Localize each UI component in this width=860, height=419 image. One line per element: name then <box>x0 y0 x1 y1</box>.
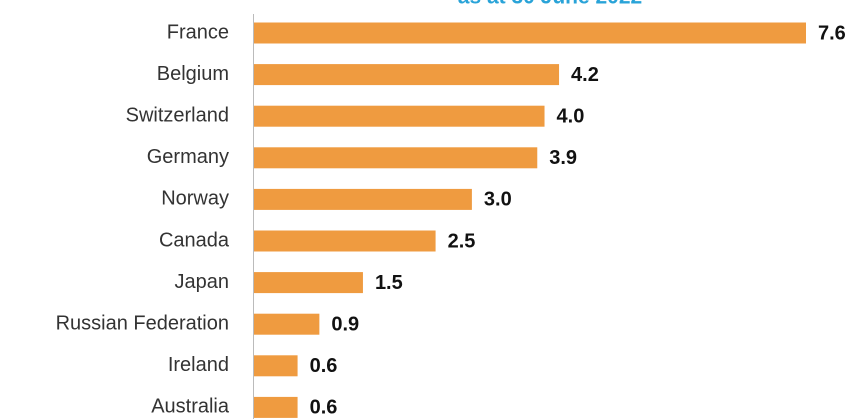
data-label: 3.0 <box>484 189 512 211</box>
data-label: 3.9 <box>549 147 577 169</box>
data-label: 7.6 <box>818 22 846 44</box>
category-label: Norway <box>161 188 229 210</box>
data-label: 1.5 <box>375 272 403 294</box>
bar <box>254 64 560 86</box>
bar <box>254 272 363 294</box>
category-label: Canada <box>159 229 230 251</box>
data-label: 0.6 <box>310 355 338 377</box>
category-label: Germany <box>147 146 229 168</box>
bar <box>254 188 472 210</box>
data-label: 2.5 <box>448 230 476 252</box>
category-label: Switzerland <box>126 104 229 126</box>
category-label: Japan <box>175 271 230 293</box>
category-label: Ireland <box>168 354 229 376</box>
category-label: Belgium <box>157 63 229 85</box>
bar <box>254 22 806 44</box>
bar <box>254 313 320 335</box>
data-label: 0.6 <box>310 397 338 419</box>
data-label: 4.2 <box>571 64 599 86</box>
chart-title: as at 30 June 2022 <box>458 0 642 9</box>
category-label: Russian Federation <box>56 312 229 334</box>
data-label: 0.9 <box>331 313 359 335</box>
bar <box>254 147 538 169</box>
bar <box>254 105 545 127</box>
data-label: 4.0 <box>557 105 585 127</box>
bar <box>254 230 436 252</box>
category-label: Australia <box>151 396 230 418</box>
bar <box>254 355 298 377</box>
category-label: France <box>167 21 229 43</box>
bar <box>254 396 298 418</box>
